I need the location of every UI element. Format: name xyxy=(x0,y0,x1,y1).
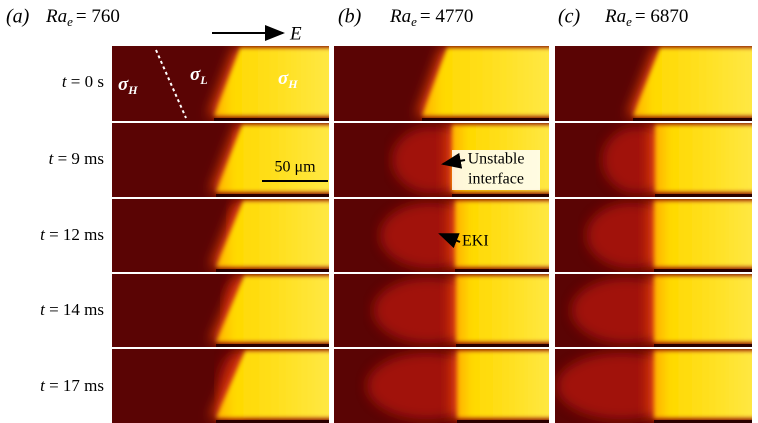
panel-label: (c) xyxy=(558,6,581,28)
image-frame xyxy=(555,123,758,197)
scale-bar-label: 50 μm xyxy=(274,159,316,176)
time-labels: t = 0 s t = 9 ms t = 12 ms t = 14 ms t =… xyxy=(40,72,104,395)
rest: = 17 ms xyxy=(49,376,104,395)
symbol: Ra xyxy=(45,6,67,27)
var: t xyxy=(40,225,46,244)
subscript: e xyxy=(626,14,632,29)
panel-label: (b) xyxy=(338,6,362,28)
high-conductivity-region xyxy=(654,351,758,418)
channel-wall xyxy=(422,118,559,121)
channel-wall xyxy=(452,194,559,197)
image-frame xyxy=(555,199,758,272)
high-conductivity-region xyxy=(654,276,758,342)
image-frame xyxy=(334,46,559,121)
time-label: t = 9 ms xyxy=(49,149,104,168)
image-frame xyxy=(555,46,758,121)
image-frame xyxy=(555,274,758,347)
symbol: Ra xyxy=(604,6,626,27)
image-frames xyxy=(112,46,758,423)
subscript: H xyxy=(127,83,138,97)
rest: = 0 s xyxy=(71,72,104,91)
rayleigh-label: Rae= 4770 xyxy=(389,6,473,29)
value: = 6870 xyxy=(635,6,688,27)
var: t xyxy=(62,72,68,91)
annotation: Unstable xyxy=(468,151,525,168)
annotation: interface xyxy=(468,171,524,188)
symbol: Ra xyxy=(389,6,411,27)
rayleigh-label: Rae= 6870 xyxy=(604,6,688,29)
channel-wall xyxy=(456,344,559,347)
time-label: t = 12 ms xyxy=(40,225,104,244)
channel-wall xyxy=(455,269,559,272)
var: t xyxy=(49,149,55,168)
image-frame xyxy=(112,349,339,423)
image-frame xyxy=(334,199,559,272)
time-label: t = 0 s xyxy=(62,72,104,91)
subscript: L xyxy=(199,73,207,87)
rayleigh-label: Rae= 760 xyxy=(45,6,120,29)
high-conductivity-region xyxy=(456,276,559,342)
channel-wall xyxy=(214,118,339,121)
image-frame xyxy=(112,274,339,347)
value: = 760 xyxy=(76,6,120,27)
panel-label: (a) xyxy=(6,6,30,28)
var: t xyxy=(40,300,46,319)
channel-wall xyxy=(654,344,758,347)
rest: = 14 ms xyxy=(49,300,104,319)
rest: = 12 ms xyxy=(49,225,104,244)
channel-wall xyxy=(654,269,758,272)
image-frame xyxy=(112,46,339,121)
channel-wall xyxy=(216,269,339,272)
image-frame xyxy=(112,199,339,272)
channel-wall xyxy=(633,118,758,121)
subscript: e xyxy=(67,14,73,29)
high-conductivity-region xyxy=(457,351,559,418)
high-conductivity-region xyxy=(655,125,758,192)
var: t xyxy=(40,376,46,395)
time-label: t = 17 ms xyxy=(40,376,104,395)
image-frame xyxy=(334,274,559,347)
high-conductivity-region xyxy=(654,201,758,267)
annotation: EKI xyxy=(462,233,489,250)
channel-wall xyxy=(655,194,758,197)
rest: = 9 ms xyxy=(58,149,104,168)
time-label: t = 14 ms xyxy=(40,300,104,319)
value: = 4770 xyxy=(420,6,473,27)
channel-wall xyxy=(216,194,339,197)
subscript: H xyxy=(287,77,298,91)
subscript: e xyxy=(411,14,417,29)
image-frame xyxy=(334,349,559,423)
figure: (a) Rae= 760 E (b) Rae= 4770 (c) Rae= 68… xyxy=(0,0,758,423)
channel-wall xyxy=(216,344,339,347)
image-frame xyxy=(555,349,758,423)
field-label: E xyxy=(289,23,302,44)
